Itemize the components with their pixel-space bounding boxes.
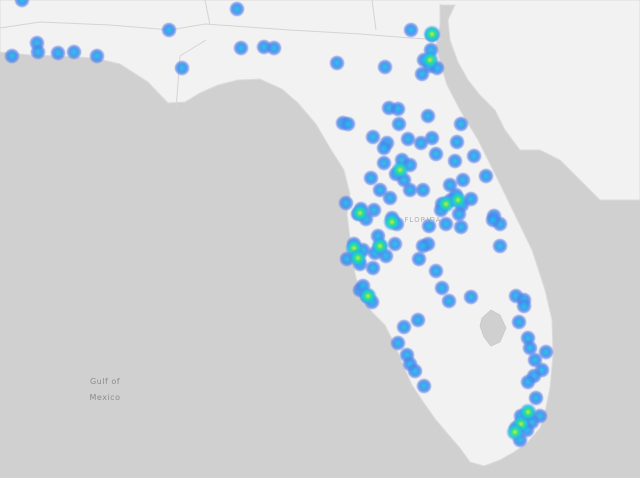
heatmap-hotspot [382,190,398,206]
heatmap-hotspot [416,378,432,394]
heatmap-hotspot [453,219,469,235]
heatmap-hotspot [377,59,393,75]
heatmap-hotspot-dense [421,51,439,69]
heatmap-hotspot [466,148,482,164]
heatmap-hotspot [396,319,412,335]
heatmap-hotspot [400,131,416,147]
heatmap-hotspot [492,238,508,254]
state-borders [0,0,447,111]
heatmap-hotspot [522,340,538,356]
heatmap-hotspot [266,40,282,56]
heatmap-hotspot-dense [371,237,389,255]
heatmap-hotspot [455,172,471,188]
heatmap-hotspot [30,44,46,60]
heatmap-hotspot [411,251,427,267]
heatmap-hotspot [520,374,536,390]
heatmap-hotspot [340,116,356,132]
heatmap-hotspot [363,170,379,186]
heatmap-hotspot-dense [519,403,537,421]
heatmap-hotspot [407,363,423,379]
heatmap-hotspot [66,44,82,60]
heatmap-hotspot [410,312,426,328]
lake-okeechobee [479,309,507,347]
heatmap-hotspot [414,66,430,82]
heatmap-hotspot [463,191,479,207]
heatmap-hotspot [538,344,554,360]
gulf-of-mexico-label: Gulf of Mexico [70,374,140,406]
heatmap-hotspot [511,314,527,330]
heatmap-hotspot [390,101,406,117]
heatmap-hotspot [329,55,345,71]
heatmap-hotspot [438,216,454,232]
florida-landmass [0,0,640,467]
gulf-label-line1: Gulf of [89,377,121,386]
heatmap-hotspot [403,22,419,38]
heatmap-hotspot [478,168,494,184]
heatmap-hotspot [441,293,457,309]
heatmap-hotspot-dense [506,423,524,441]
heatmap-hotspot-dense [383,213,401,231]
heatmap-hotspot [516,298,532,314]
heatmap-hotspot [14,0,30,8]
heatmap-hotspot [413,135,429,151]
gulf-label-line2: Mexico [89,393,121,402]
heatmap-hotspot [390,335,406,351]
heatmap-hotspot [434,280,450,296]
heatmap-hotspot [50,45,66,61]
heatmap-hotspot [174,60,190,76]
heatmap-hotspot [338,195,354,211]
heatmap-hotspot [428,263,444,279]
heatmap-hotspot [376,140,392,156]
heatmap-hotspot-dense [391,161,409,179]
heatmap-hotspot [233,40,249,56]
heatmap-hotspot [420,108,436,124]
heatmap-hotspot [528,390,544,406]
heatmap-hotspot [421,218,437,234]
heatmap-hotspot [161,22,177,38]
heatmap-hotspot [415,182,431,198]
heatmap-hotspot [365,260,381,276]
heatmap-hotspot [365,129,381,145]
heatmap-hotspot [4,48,20,64]
heatmap-hotspot [387,236,403,252]
heatmap-hotspot-dense [449,191,467,209]
heatmap-hotspot [391,116,407,132]
heatmap-hotspot [453,116,469,132]
heatmap-hotspot [376,155,392,171]
heatmap-layer [4,0,554,448]
heatmap-hotspot-dense [423,25,441,43]
heatmap-hotspot [366,202,382,218]
heatmap-hotspot [428,146,444,162]
florida-state-label: FLORIDA [404,216,442,224]
heatmap-hotspot [415,238,431,254]
heatmap-hotspot-dense [351,204,369,222]
heatmap-hotspot-dense [349,249,367,267]
heatmap-hotspot [449,134,465,150]
heatmap-hotspot [447,153,463,169]
heatmap-hotspot [402,182,418,198]
heatmap-hotspot [485,212,501,228]
heatmap-hotspot [451,206,467,222]
heatmap-hotspot [229,1,245,17]
heatmap-hotspot-dense [359,287,377,305]
heatmap-hotspot [89,48,105,64]
heatmap-hotspot [463,289,479,305]
